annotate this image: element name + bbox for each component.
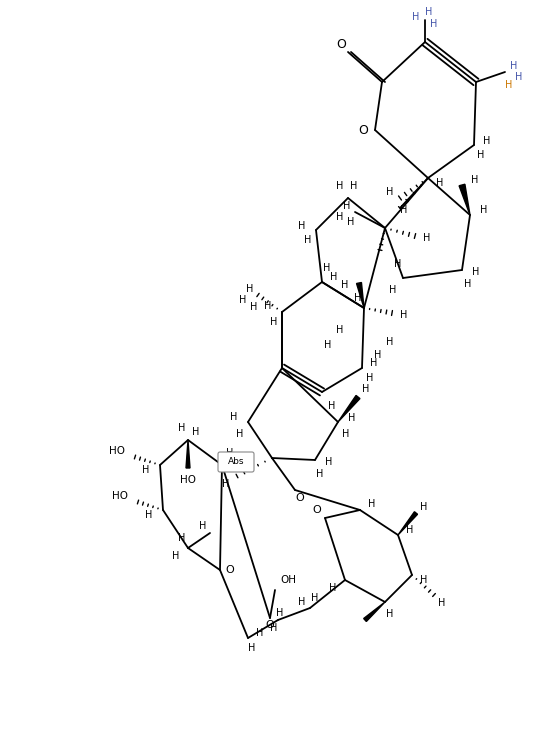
Text: H: H	[323, 263, 331, 273]
Polygon shape	[363, 602, 385, 622]
Text: H: H	[236, 429, 244, 439]
Text: H: H	[510, 61, 518, 71]
Text: H: H	[362, 384, 370, 394]
Text: H: H	[330, 272, 338, 282]
Text: H: H	[143, 465, 150, 475]
Text: H: H	[222, 479, 230, 489]
Text: H: H	[311, 593, 319, 603]
Text: H: H	[172, 551, 180, 561]
Text: H: H	[389, 285, 397, 295]
Text: O: O	[266, 620, 274, 630]
Text: H: H	[264, 301, 272, 311]
Text: H: H	[370, 358, 378, 368]
Text: H: H	[354, 293, 362, 303]
Text: OH: OH	[280, 575, 296, 585]
Text: H: H	[277, 608, 284, 618]
Text: H: H	[145, 510, 153, 520]
Text: H: H	[394, 259, 401, 269]
Text: H: H	[471, 175, 479, 185]
Text: H: H	[324, 340, 332, 350]
Text: H: H	[270, 317, 278, 327]
Polygon shape	[459, 184, 470, 215]
Text: H: H	[472, 267, 480, 277]
Text: H: H	[226, 448, 234, 458]
Text: H: H	[256, 628, 264, 638]
Text: HO: HO	[109, 446, 125, 456]
Text: H: H	[478, 150, 485, 160]
Text: H: H	[341, 280, 349, 290]
Text: H: H	[325, 457, 333, 467]
Text: H: H	[299, 597, 306, 607]
FancyBboxPatch shape	[218, 452, 254, 472]
Text: H: H	[436, 178, 444, 188]
Text: H: H	[406, 525, 414, 535]
Text: H: H	[347, 217, 355, 227]
Text: H: H	[505, 80, 513, 90]
Text: H: H	[386, 609, 393, 619]
Text: H: H	[250, 302, 258, 312]
Text: H: H	[316, 469, 324, 479]
Polygon shape	[356, 283, 364, 308]
Text: H: H	[230, 412, 237, 422]
Text: H: H	[329, 583, 337, 593]
Text: H: H	[374, 350, 382, 360]
Text: H: H	[386, 187, 393, 197]
Text: H: H	[425, 7, 433, 17]
Text: O: O	[226, 565, 234, 575]
Text: HO: HO	[180, 475, 196, 485]
Polygon shape	[186, 440, 190, 468]
Text: H: H	[483, 136, 490, 146]
Text: H: H	[464, 279, 472, 289]
Text: H: H	[329, 401, 336, 411]
Text: H: H	[438, 598, 446, 608]
Text: H: H	[420, 502, 428, 512]
Text: H: H	[343, 429, 349, 439]
Text: H: H	[400, 205, 408, 215]
Text: H: H	[400, 310, 408, 320]
Text: H: H	[366, 373, 374, 383]
Text: H: H	[178, 423, 185, 433]
Text: H: H	[304, 235, 312, 245]
Text: O: O	[312, 505, 322, 515]
Text: H: H	[420, 575, 428, 585]
Text: H: H	[430, 19, 438, 29]
Text: O: O	[336, 38, 346, 52]
Text: O: O	[296, 493, 304, 503]
Text: H: H	[192, 427, 200, 437]
Text: H: H	[199, 521, 207, 531]
Text: H: H	[412, 12, 420, 22]
Polygon shape	[398, 512, 418, 535]
Text: H: H	[351, 181, 358, 191]
Text: H: H	[515, 72, 523, 82]
Text: H: H	[423, 233, 431, 243]
Text: O: O	[358, 124, 368, 136]
Text: H: H	[248, 643, 256, 653]
Text: H: H	[270, 623, 278, 633]
Text: H: H	[239, 295, 247, 305]
Text: H: H	[336, 181, 344, 191]
Text: H: H	[299, 221, 306, 231]
Text: H: H	[480, 205, 488, 215]
Text: Abs: Abs	[228, 458, 244, 466]
Text: H: H	[336, 325, 344, 335]
Text: H: H	[336, 212, 344, 222]
Text: H: H	[247, 284, 254, 294]
Text: H: H	[344, 201, 351, 211]
Text: H: H	[368, 499, 376, 509]
Text: H: H	[386, 337, 393, 347]
Polygon shape	[338, 395, 360, 422]
Text: H: H	[348, 413, 356, 423]
Text: HO: HO	[112, 491, 128, 501]
Text: H: H	[178, 533, 185, 543]
